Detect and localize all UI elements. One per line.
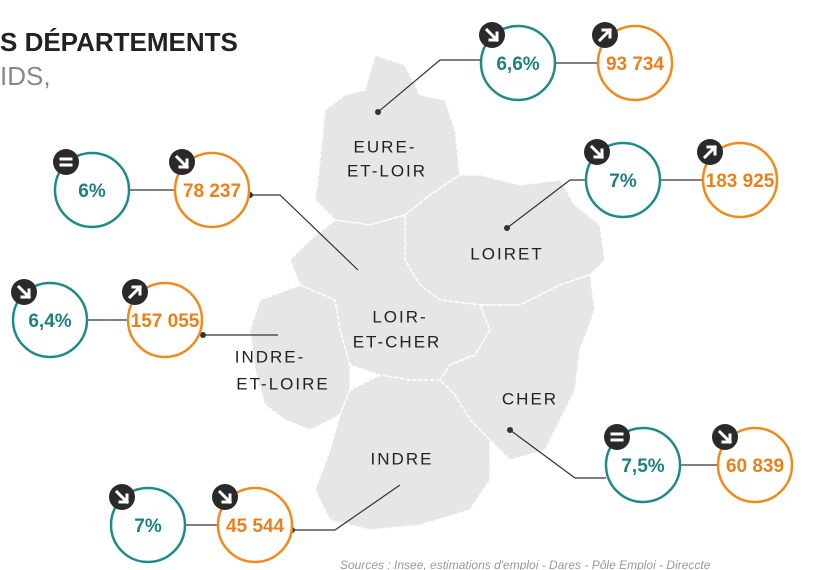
subtitle: IDS, — [0, 61, 51, 91]
trend-icon — [604, 424, 630, 450]
icon-stroke — [597, 27, 613, 43]
icon-stroke — [488, 31, 499, 42]
department-name: INDRE- — [235, 347, 306, 366]
jobs-value: 93 734 — [606, 54, 665, 75]
title: S DÉPARTEMENTS — [0, 27, 238, 57]
icon-stroke — [721, 433, 732, 444]
jobs-circle — [701, 141, 779, 219]
jobs-value: 78 237 — [183, 181, 241, 202]
rate-value: 7% — [134, 516, 162, 537]
icon-stroke — [706, 145, 717, 156]
icon-stroke — [702, 144, 718, 160]
rate-value: 7% — [609, 171, 637, 192]
icon-stroke — [484, 27, 500, 43]
source: Sources : Insee, estimations d'emploi - … — [340, 558, 711, 570]
leader-line — [292, 484, 401, 531]
department-name: LOIR- — [372, 307, 427, 326]
map — [249, 54, 606, 531]
icon-stroke — [178, 158, 189, 169]
leader-line — [509, 429, 606, 479]
jobs-value: 60 839 — [726, 456, 784, 477]
leader-line — [506, 179, 586, 229]
icon-stroke — [131, 285, 142, 296]
jobs-circle — [173, 151, 251, 229]
trend-icon — [53, 149, 79, 175]
department-name: CHER — [502, 389, 558, 408]
rate-value: 7,5% — [621, 456, 664, 477]
icon-stroke — [589, 144, 605, 160]
department-shape — [439, 274, 596, 461]
department-shape — [249, 284, 351, 431]
leader-dot — [504, 225, 510, 231]
icon-stroke — [221, 493, 232, 504]
jobs-circle — [216, 486, 294, 564]
leader-line — [250, 194, 359, 271]
icon-stroke — [217, 489, 233, 505]
icon-stroke — [601, 28, 612, 39]
leader-line — [377, 59, 481, 113]
leader-dot — [507, 427, 513, 433]
department-shape — [314, 374, 491, 531]
jobs-circle — [716, 426, 794, 504]
department-name: INDRE — [371, 449, 434, 468]
leader-dot — [375, 109, 381, 115]
jobs-value: 183 925 — [706, 171, 775, 192]
icon-stroke — [174, 154, 190, 170]
leader-dot — [200, 332, 206, 338]
icon-stroke — [127, 284, 143, 300]
department-name: ET-LOIR — [347, 161, 427, 180]
icon-stroke — [593, 148, 604, 159]
icon-stroke — [20, 288, 31, 299]
icon-stroke — [118, 493, 129, 504]
icon-stroke — [717, 429, 733, 445]
rate-value: 6,6% — [496, 54, 539, 75]
department-name: ET-CHER — [353, 332, 442, 351]
jobs-circle — [596, 24, 674, 102]
icon-stroke — [16, 284, 32, 300]
icon-stroke — [114, 489, 130, 505]
jobs-value: 45 544 — [226, 516, 285, 537]
jobs-value: 157 055 — [131, 311, 200, 332]
department-name: ET-LOIRE — [236, 374, 329, 393]
rate-value: 6,4% — [28, 311, 71, 332]
rate-value: 6% — [78, 181, 106, 202]
department-shape — [404, 174, 606, 306]
department-name: LOIRET — [470, 244, 543, 263]
department-name: EURE- — [354, 137, 417, 156]
jobs-circle — [126, 281, 204, 359]
